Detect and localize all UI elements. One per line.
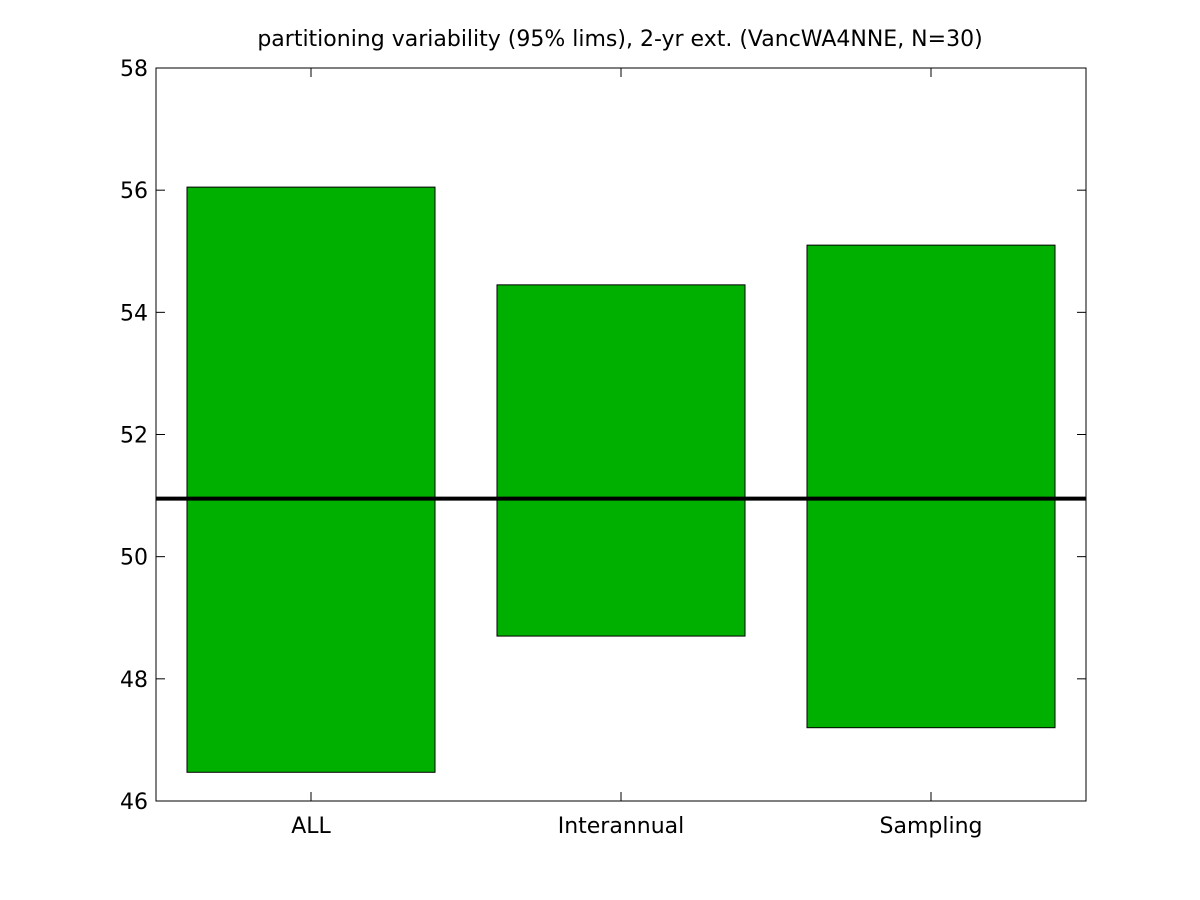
x-tick-label: ALL bbox=[291, 814, 331, 839]
y-tick-label: 54 bbox=[120, 301, 148, 326]
x-tick-label: Sampling bbox=[880, 814, 983, 839]
y-tick-label: 58 bbox=[120, 57, 148, 82]
bars-layer bbox=[186, 186, 1056, 773]
y-tick-label: 46 bbox=[120, 790, 148, 815]
y-tick-label: 56 bbox=[120, 179, 148, 204]
x-tick-labels: ALL Interannual Sampling bbox=[291, 814, 982, 839]
bar-all bbox=[186, 186, 436, 773]
ticks-layer bbox=[156, 67, 1086, 802]
chart-title: partitioning variability (95% lims), 2-y… bbox=[257, 27, 982, 52]
bar-interannual bbox=[496, 284, 746, 637]
y-tick-labels: 46 48 50 52 54 56 58 bbox=[120, 57, 148, 815]
y-tick-label: 50 bbox=[120, 546, 148, 571]
bar-sampling bbox=[806, 244, 1056, 729]
x-tick-label: Interannual bbox=[558, 814, 685, 839]
y-tick-label: 48 bbox=[120, 668, 148, 693]
y-tick-label: 52 bbox=[120, 424, 148, 449]
